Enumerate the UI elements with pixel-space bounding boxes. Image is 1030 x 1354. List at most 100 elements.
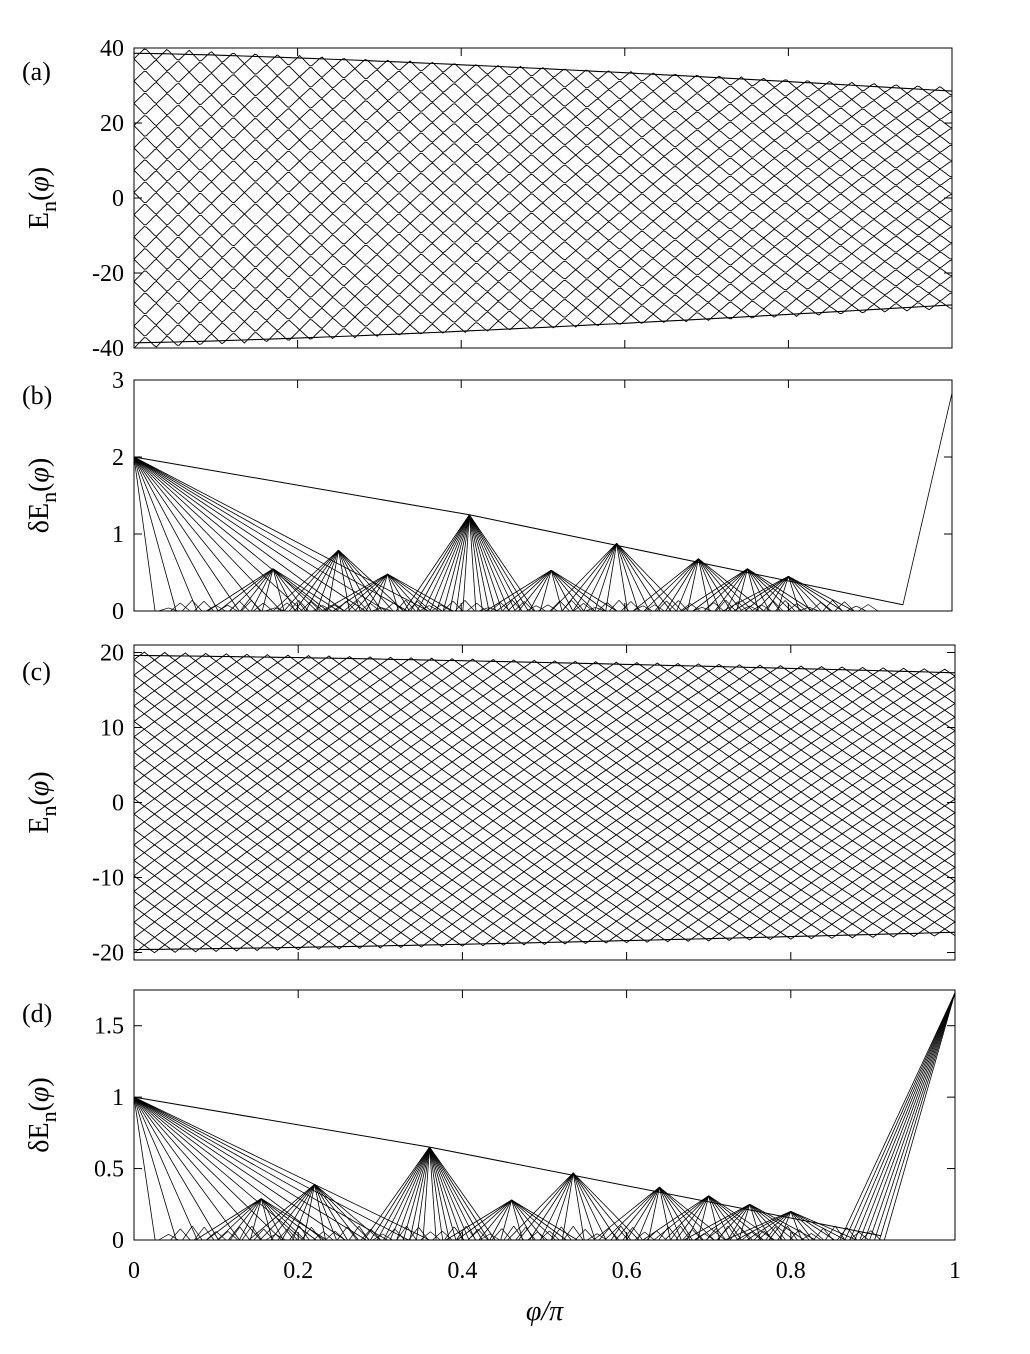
y-tick-label: 0: [112, 791, 124, 817]
y-axis-label-main: δE: [24, 503, 55, 533]
gap-fan-line: [133, 456, 408, 612]
lattice-line: [701, 606, 713, 612]
lattice-line: [789, 1229, 800, 1241]
gap-fan-line: [550, 542, 617, 612]
lattice-line: [810, 602, 821, 612]
lattice-line: [444, 1226, 455, 1241]
lattice-line: [191, 600, 203, 612]
y-axis-label-close: ): [24, 458, 55, 467]
upper-envelope: [134, 52, 952, 92]
gap-fan-line: [757, 1211, 792, 1241]
gap-fan-line: [281, 1184, 315, 1241]
lattice-line: [358, 1225, 370, 1241]
gap-fan-line: [697, 1195, 710, 1241]
lattice-line: [215, 1231, 227, 1241]
gap-fan-line: [338, 550, 361, 612]
lattice-line: [595, 607, 606, 612]
lattice-line: [372, 1233, 383, 1241]
gap-fan-line: [683, 1203, 750, 1241]
lattice-line: [491, 1228, 503, 1241]
y-tick-label: 0: [112, 186, 124, 212]
lattice-line: [646, 1230, 657, 1241]
energy-level-line: [134, 292, 952, 337]
lattice-line: [179, 602, 191, 612]
gap-fan-line: [294, 549, 339, 612]
panel-label: (c): [22, 657, 51, 686]
gap-fan-line: [133, 456, 366, 612]
lattice-line: [263, 1228, 274, 1241]
lattice-line: [535, 605, 547, 612]
energy-level-line: [134, 790, 955, 800]
lattice-line: [784, 600, 796, 612]
lattice-line: [715, 1228, 727, 1241]
lattice-line: [786, 603, 798, 612]
gap-fan-line: [468, 514, 483, 612]
gap-fan-line: [755, 576, 789, 612]
lattice-line: [832, 600, 843, 612]
panel-b: 0 1 2 3 δEn(φ) (b): [22, 368, 953, 625]
lattice-line: [194, 1226, 205, 1241]
gap-fan-line: [133, 1096, 325, 1241]
y-axis-label: δEn(φ): [24, 1077, 61, 1152]
y-tick-label: -40: [92, 336, 124, 362]
gap-fan-line: [744, 576, 789, 612]
gap-fan-line: [469, 514, 523, 612]
lattice-line: [418, 1227, 429, 1241]
gap-fan-line: [708, 1195, 753, 1241]
y-axis-label: En(φ): [24, 167, 61, 229]
lattice-line: [630, 601, 641, 612]
gap-fan-line: [321, 573, 388, 612]
lattice-line: [251, 1225, 262, 1241]
x-tick-label: 0: [128, 1258, 140, 1284]
lattice-line: [192, 1225, 203, 1241]
gap-fan-line: [403, 514, 470, 612]
lattice-line: [515, 1227, 526, 1241]
lower-envelope: [134, 931, 955, 951]
gap-fan-line: [429, 514, 470, 612]
lattice-line: [608, 600, 620, 612]
gap-fan-line: [694, 1203, 750, 1241]
lattice-line: [642, 605, 653, 612]
energy-level-line: [134, 159, 952, 178]
gap-fan-line: [788, 576, 800, 612]
lattice-line: [656, 1230, 667, 1241]
lattice-line: [299, 1225, 310, 1241]
lattice-line: [739, 1227, 751, 1241]
gap-fan-line: [665, 558, 699, 612]
gap-fan-line: [429, 1146, 483, 1241]
lattice-line: [598, 1228, 610, 1241]
lattice-line: [393, 602, 404, 612]
gap-fan-line: [429, 1146, 470, 1241]
gap-fan-line: [594, 543, 618, 612]
lattice-line: [289, 1225, 300, 1241]
lattice-line: [787, 1226, 798, 1241]
lattice-line: [644, 1231, 655, 1241]
gap-fan-line: [659, 1186, 693, 1241]
gap-fan-line: [260, 1198, 295, 1241]
y-tick-label: 0.5: [94, 1157, 124, 1183]
gap-fan-line: [410, 514, 470, 612]
lattice-line: [432, 1230, 443, 1241]
gap-fan-line: [365, 573, 388, 612]
lattice-line: [725, 600, 736, 612]
lattice-line: [442, 1230, 453, 1241]
gap-fan-line: [387, 573, 421, 612]
gap-fan-line: [724, 1211, 791, 1241]
lattice-line: [263, 602, 274, 612]
gap-fan-line: [790, 1211, 835, 1241]
lattice-line: [775, 1226, 786, 1241]
gap-fan-line: [133, 456, 240, 612]
y-axis-label: δEn(φ): [24, 458, 61, 533]
lattice-line: [420, 1231, 431, 1241]
lattice-line: [405, 600, 416, 612]
lattice-line: [322, 605, 333, 612]
gap-fan-line: [687, 558, 699, 612]
axes-box: [133, 47, 953, 349]
lattice-line: [656, 600, 667, 612]
lattice-line: [465, 1225, 477, 1241]
lattice-line: [765, 1226, 776, 1241]
lattice-line: [180, 1228, 191, 1241]
gap-fan-line: [616, 542, 683, 612]
rising-branch-line: [879, 992, 956, 1241]
